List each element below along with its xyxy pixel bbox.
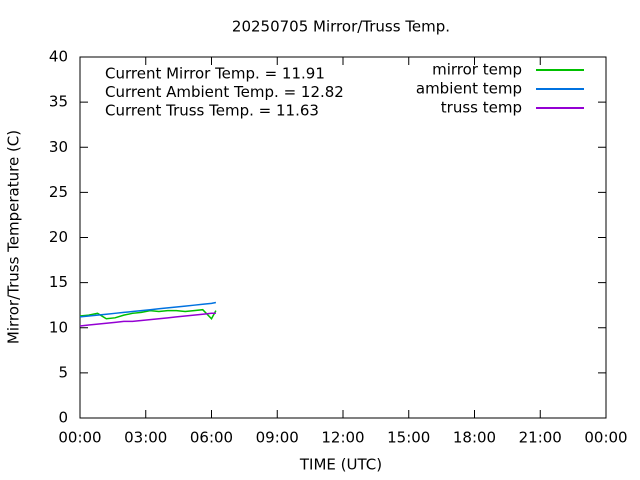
series-line — [79, 301, 217, 318]
y-tick-label: 30 — [49, 138, 68, 156]
y-axis-label: Mirror/Truss Temperature (C) — [5, 130, 23, 344]
x-tick-label: 15:00 — [387, 429, 430, 447]
x-tick-label: 21:00 — [519, 429, 562, 447]
series-line — [79, 312, 216, 327]
legend-label: truss temp — [441, 99, 522, 117]
y-tick-label: 20 — [49, 228, 68, 246]
legend-label: ambient temp — [416, 80, 522, 98]
y-tick-label: 35 — [49, 93, 68, 111]
x-tick-label: 06:00 — [190, 429, 233, 447]
x-tick-label: 00:00 — [58, 429, 101, 447]
y-tick-label: 25 — [49, 183, 68, 201]
y-tick-label: 0 — [58, 409, 68, 427]
chart-title: 20250705 Mirror/Truss Temp. — [232, 18, 450, 36]
y-tick-label: 5 — [58, 363, 68, 381]
x-tick-label: 00:00 — [584, 429, 627, 447]
annotation: Current Ambient Temp. = 12.82 — [105, 83, 344, 101]
annotation: Current Truss Temp. = 11.63 — [105, 102, 319, 120]
y-tick-label: 10 — [49, 318, 68, 336]
series-line — [79, 308, 217, 320]
x-tick-label: 03:00 — [124, 429, 167, 447]
annotation: Current Mirror Temp. = 11.91 — [105, 65, 325, 83]
x-tick-label: 12:00 — [321, 429, 364, 447]
x-tick-label: 18:00 — [453, 429, 496, 447]
x-axis-label: TIME (UTC) — [299, 456, 382, 474]
x-tick-label: 09:00 — [256, 429, 299, 447]
y-tick-label: 40 — [49, 48, 68, 66]
legend-label: mirror temp — [432, 61, 522, 79]
y-tick-label: 15 — [49, 273, 68, 291]
